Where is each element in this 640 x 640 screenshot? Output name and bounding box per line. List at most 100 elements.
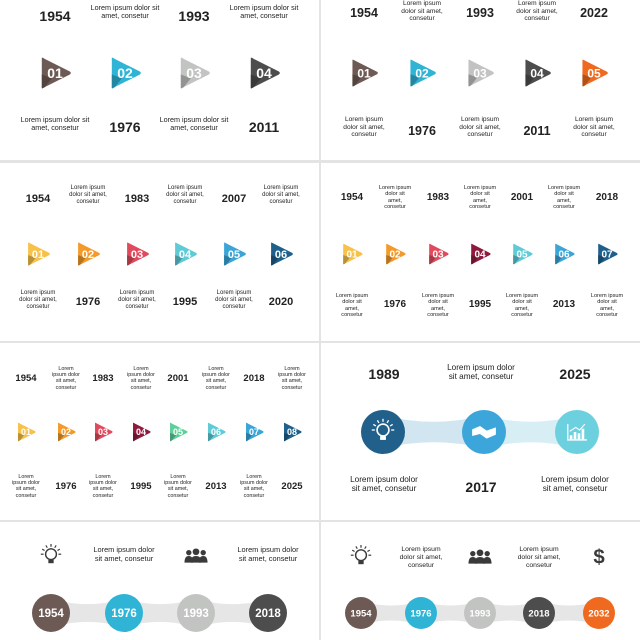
timeline-description: Lorem ipsum dolor sit amet, consetur	[240, 474, 268, 499]
timeline-year-circle	[523, 597, 555, 629]
timeline-year: 2025	[281, 481, 303, 492]
timeline-panel-8-steps: 01 02 03 04 05 06 07 08 1954 Lorem ipsum dolor si…	[0, 343, 319, 520]
timeline-description: Lorem ipsum dolor sit amet, consetur	[590, 293, 624, 319]
timeline-year: 1976	[55, 481, 77, 492]
arrow-step-label: 06	[211, 427, 221, 437]
timeline-year: 2001	[167, 373, 189, 384]
timeline-year: 1976	[75, 296, 101, 308]
timeline-description: Lorem ipsum dolor sit amet, consetur	[229, 3, 299, 21]
arrow-step-label: 08	[287, 427, 297, 437]
timeline-description: Lorem ipsum dolor sit amet, consetur	[118, 290, 156, 310]
timeline-description: Lorem ipsum dolor sit amet, consetur	[459, 116, 501, 139]
timeline-description: Lorem ipsum dolor sit amet, consetur	[401, 0, 443, 23]
arrow-step: 04	[471, 243, 491, 265]
arrow-step: 04	[175, 242, 197, 266]
timeline-description: Lorem ipsum dolor sit amet, consetur	[262, 185, 300, 205]
timeline-description: Lorem ipsum dolor sit amet, consetur	[159, 115, 229, 133]
timeline-panel-6-steps: 01 02 03 04 05 06 1954 Lorem ipsum dolor sit am…	[0, 163, 319, 341]
timeline-description: Lorem ipsum dolor sit amet, consetur	[421, 293, 455, 319]
arrow-step-label: 02	[61, 427, 71, 437]
timeline-year-circle	[405, 597, 437, 629]
timeline-year: 2018	[255, 608, 281, 620]
year-circle-timeline-graphic: 1954 1976 1993 2018	[32, 544, 287, 632]
arrow-step: 06	[208, 422, 226, 442]
arrow-step: 02	[410, 59, 436, 87]
arrow-step-label: 03	[186, 65, 202, 81]
timeline-year-circle	[249, 594, 287, 632]
arrow-step-label: 05	[516, 250, 528, 261]
arrow-step: 04	[250, 57, 280, 89]
timeline-description: Lorem ipsum dolor sit amet, consetur	[127, 366, 155, 391]
timeline-year: 1993	[178, 8, 210, 24]
timeline-year: 2017	[465, 479, 497, 495]
arrow-step-label: 06	[275, 249, 287, 261]
arrow-step: 03	[468, 59, 494, 87]
arrow-timeline-graphic: 01 02 03 04 05 06 07	[343, 243, 618, 265]
arrow-step: 04	[525, 59, 551, 87]
arrow-timeline-graphic: 01 02 03 04	[41, 57, 280, 89]
timeline-connector	[539, 601, 599, 625]
timeline-description: Lorem ipsum dolor sit amet, consetur	[463, 185, 497, 211]
dollar-icon: $	[593, 547, 605, 569]
arrow-step: 05	[513, 243, 533, 265]
timeline-year: 2020	[268, 296, 294, 308]
timeline-description: Lorem ipsum dolor sit amet, consetur	[516, 0, 558, 23]
arrow-step: 07	[598, 243, 618, 265]
timeline-description: Lorem ipsum dolor sit amet, consetur	[90, 3, 160, 21]
arrow-step-label: 07	[601, 250, 613, 261]
timeline-description: Lorem ipsum dolor sit amet, consetur	[505, 293, 539, 319]
timeline-year: 2018	[243, 373, 265, 384]
timeline-year: 1976	[111, 608, 137, 620]
arrow-step-label: 07	[249, 427, 259, 437]
arrow-step: 04	[133, 422, 151, 442]
arrow-step: 02	[111, 57, 141, 89]
lightbulb-icon	[371, 418, 395, 440]
timeline-description: Lorem ipsum dolor sit amet, consetur	[517, 546, 561, 569]
arrow-step-label: 01	[346, 250, 358, 261]
arrow-step-label: 01	[21, 427, 31, 437]
arrow-step-label: 05	[587, 66, 601, 80]
timeline-description: Lorem ipsum dolor sit amet, consetur	[69, 185, 107, 205]
timeline-description: Lorem ipsum dolor sit amet, consetur	[335, 293, 369, 319]
arrow-step-label: 02	[389, 250, 401, 261]
timeline-connector	[361, 601, 421, 625]
arrow-step: 01	[41, 57, 71, 89]
timeline-description: Lorem ipsum dolor sit amet, consetur	[350, 475, 418, 494]
arrow-step-label: 03	[432, 250, 444, 261]
arrow-step: 05	[582, 59, 608, 87]
timeline-description: Lorem ipsum dolor sit amet, consetur	[166, 185, 204, 205]
timeline-year: 2018	[528, 608, 549, 619]
timeline-description: Lorem ipsum dolor sit amet, consetur	[89, 474, 117, 499]
timeline-year-circle	[105, 594, 143, 632]
timeline-connector	[51, 598, 124, 628]
arrow-step: 03	[127, 242, 149, 266]
timeline-year: 1976	[408, 124, 436, 138]
timeline-connector	[383, 415, 484, 449]
arrow-step: 01	[18, 422, 36, 442]
arrow-step-label: 01	[357, 66, 371, 80]
users-icon	[468, 549, 492, 564]
timeline-year: 1976	[383, 299, 407, 310]
timeline-year-circle	[345, 597, 377, 629]
timeline-connector	[196, 598, 268, 628]
timeline-year: 2025	[559, 366, 591, 382]
timeline-year-circle	[583, 597, 615, 629]
timeline-description: Lorem ipsum dolor sit amet, consetur	[541, 475, 609, 494]
arrow-step-label: 03	[131, 249, 143, 261]
arrow-step-label: 02	[415, 66, 429, 80]
timeline-description: Lorem ipsum dolor sit amet, consetur	[93, 545, 155, 563]
timeline-panel-4-circles: 1954 1976 1993 2018 Lorem ipsum dolor sit am…	[0, 522, 319, 640]
arrow-step-label: 04	[179, 249, 192, 261]
arrow-step: 02	[78, 242, 100, 266]
arrow-timeline-graphic: 01 02 03 04 05 06 07 08	[18, 422, 302, 442]
timeline-connector	[484, 415, 577, 449]
timeline-description: Lorem ipsum dolor sit amet, consetur	[52, 366, 80, 391]
timeline-year: 1954	[15, 373, 37, 384]
year-circle-timeline-graphic: 1954 1976 1993 2018 2032 $	[345, 545, 615, 629]
timeline-description: Lorem ipsum dolor sit amet, consetur	[19, 290, 57, 310]
timeline-year: 1976	[410, 608, 431, 619]
timeline-year: 1995	[130, 481, 152, 492]
timeline-description: Lorem ipsum dolor sit amet, consetur	[164, 474, 192, 499]
arrow-step: 05	[170, 422, 188, 442]
arrow-step-label: 05	[173, 427, 183, 437]
